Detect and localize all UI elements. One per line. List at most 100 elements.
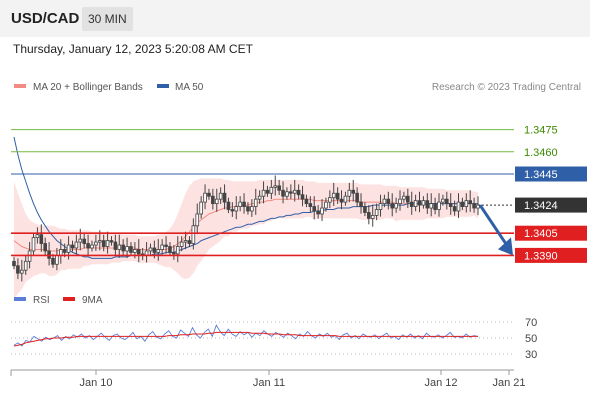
candle-body: [359, 201, 363, 207]
candle-body: [292, 189, 297, 194]
candle-body: [113, 241, 118, 250]
candle-body: [285, 191, 289, 197]
candle-body: [421, 200, 426, 206]
candle-body: [406, 195, 410, 203]
candle-body: [207, 192, 211, 197]
candle-body: [133, 249, 137, 253]
candle-body: [257, 195, 262, 200]
candle-body: [23, 260, 28, 271]
candle-body: [370, 215, 375, 219]
candle-body: [402, 195, 406, 200]
candle-body: [398, 198, 402, 205]
candle-body: [55, 254, 59, 265]
candle-body: [51, 257, 55, 265]
candle-body: [121, 244, 125, 252]
candle-body: [199, 201, 203, 215]
candle-body: [148, 247, 153, 252]
candle-body: [242, 201, 246, 207]
legend-label-ma50: MA 50: [175, 82, 204, 93]
ma50-line: [13, 136, 478, 259]
x-tick-label: Jan 11: [253, 377, 285, 389]
candle-body: [101, 240, 106, 247]
chart-header: USD/CAD 30 MIN: [0, 0, 590, 37]
candle-body: [234, 206, 239, 212]
candle-body: [409, 201, 414, 207]
candle-body: [175, 246, 180, 255]
candle-body: [156, 249, 161, 253]
candle-body: [195, 213, 200, 227]
candle-body: [460, 201, 465, 207]
candle-body: [425, 200, 430, 209]
candle-body: [62, 249, 67, 253]
candle-body: [374, 209, 379, 216]
candle-body: [277, 185, 281, 191]
legend-swatch-9ma: [63, 297, 75, 301]
candle-body: [250, 206, 254, 212]
candle-body: [355, 192, 359, 203]
rsi-ma9-line: [13, 331, 478, 347]
level-label-1.3405: 1.3405: [524, 228, 558, 240]
level-badge-1.3405: [515, 225, 587, 241]
level-label-1.3424: 1.3424: [524, 200, 558, 212]
candle-body: [265, 189, 270, 194]
x-tick-label: Jan 10: [79, 377, 112, 389]
candle-body: [300, 194, 305, 200]
level-label-1.3475: 1.3475: [524, 125, 558, 137]
candle-body: [125, 246, 129, 252]
candle-body: [390, 203, 395, 209]
level-badge-1.3424: [515, 197, 587, 213]
legend-label-rsi: RSI: [33, 295, 50, 306]
candle-body: [109, 240, 114, 243]
candle-body: [273, 185, 278, 188]
candle-body: [386, 198, 391, 205]
legend-label-ma20: MA 20 + Bollinger Bands: [33, 82, 143, 93]
candle-body: [472, 203, 476, 209]
candle-body: [12, 260, 16, 267]
candle-body: [367, 212, 371, 219]
candle-body: [464, 200, 469, 207]
candle-body: [316, 210, 320, 215]
candle-body: [324, 201, 328, 209]
candle-body: [90, 244, 94, 249]
candle-body: [160, 244, 164, 250]
candle-body: [289, 191, 293, 194]
legend-swatch-ma20: [14, 84, 26, 88]
candle-body: [183, 240, 188, 243]
candle-body: [226, 201, 231, 210]
candle-body: [70, 244, 75, 249]
price-levels: 1.3475 1.3460 1.3445 1.3424 1.3405 1.3390: [11, 125, 587, 263]
candle-body: [296, 189, 301, 196]
candle-body: [363, 206, 367, 213]
level-label-1.3390: 1.3390: [524, 250, 558, 262]
candle-body: [86, 243, 90, 249]
candle-body: [39, 234, 44, 244]
candle-body: [312, 206, 317, 212]
candle-body: [187, 240, 192, 244]
candle-body: [179, 241, 184, 247]
candle-body: [433, 203, 437, 210]
level-badge-1.3445: [515, 166, 587, 182]
candle-body: [31, 237, 36, 252]
candle-body: [456, 201, 461, 212]
candle-body: [58, 249, 63, 256]
candle-body: [468, 200, 473, 204]
rsi-panel: 70 50 30: [11, 317, 537, 361]
candle-body: [214, 198, 219, 205]
bollinger-band: [14, 178, 478, 300]
candle-body: [417, 200, 422, 206]
candle-body: [105, 240, 110, 247]
candle-body: [35, 234, 40, 239]
candle-body: [168, 246, 172, 253]
candle-body: [339, 198, 344, 203]
level-label-1.3460: 1.3460: [524, 147, 558, 159]
legend-credit: Research © 2023 Trading Central: [432, 82, 581, 93]
candle-body: [331, 192, 336, 199]
candle-body: [136, 249, 141, 255]
timeframe-button[interactable]: 30 MIN: [82, 7, 133, 31]
candle-body: [222, 192, 227, 203]
legend-label-9ma: 9MA: [82, 295, 103, 306]
candle-body: [351, 189, 356, 194]
candle-body: [429, 203, 434, 209]
candle-body: [253, 198, 258, 207]
candle-body: [218, 192, 223, 200]
